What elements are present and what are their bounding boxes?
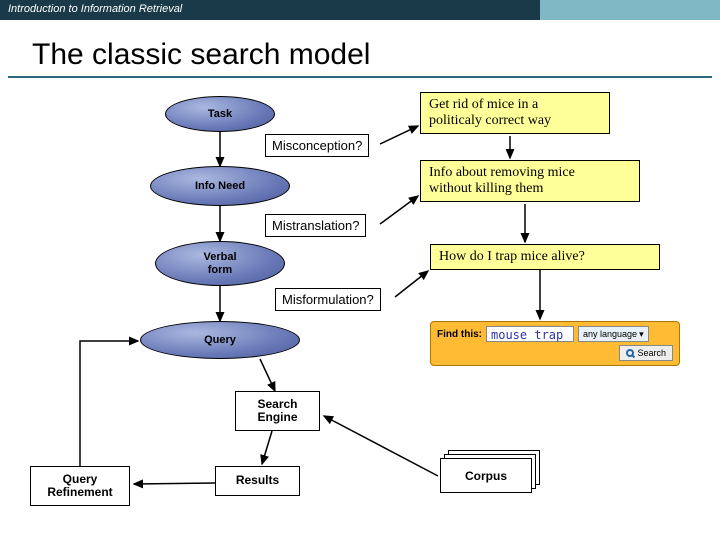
search-button-label: Search [637, 348, 666, 358]
search-input[interactable]: mouse trap [486, 326, 574, 342]
example-task: Get rid of mice in a politicaly correct … [420, 92, 610, 134]
node-search-engine: Search Engine [235, 391, 320, 431]
example-info: Info about removing mice without killing… [420, 160, 640, 202]
diagram-canvas: Task Info Need Verbal form Query Misconc… [0, 86, 720, 536]
label-misformulation: Misformulation? [275, 288, 381, 311]
header-bar: Introduction to Information Retrieval [0, 0, 720, 20]
title-underline [8, 76, 712, 78]
search-lang-label: any language [583, 329, 637, 339]
example-verbal: How do I trap mice alive? [430, 244, 660, 270]
node-verbal-form: Verbal form [155, 241, 285, 286]
node-task-label: Task [208, 108, 232, 120]
search-icon [626, 349, 634, 357]
node-task: Task [165, 96, 275, 132]
node-corpus-label: Corpus [465, 469, 507, 483]
label-misconception: Misconception? [265, 134, 369, 157]
search-button[interactable]: Search [619, 345, 673, 361]
node-query-label: Query [204, 334, 236, 346]
search-widget: Find this: mouse trap any language ▾ Sea… [430, 321, 680, 366]
search-label: Find this: [437, 329, 482, 340]
slide-title: The classic search model [0, 20, 720, 76]
node-info-need-label: Info Need [195, 180, 245, 192]
node-results: Results [215, 466, 300, 496]
chevron-down-icon: ▾ [639, 329, 644, 340]
search-lang-select[interactable]: any language ▾ [578, 326, 649, 342]
label-mistranslation: Mistranslation? [265, 214, 366, 237]
node-info-need: Info Need [150, 166, 290, 206]
node-query: Query [140, 321, 300, 359]
node-query-refinement: Query Refinement [30, 466, 130, 506]
header-text: Introduction to Information Retrieval [8, 3, 182, 15]
node-verbal-form-label: Verbal form [203, 251, 236, 275]
